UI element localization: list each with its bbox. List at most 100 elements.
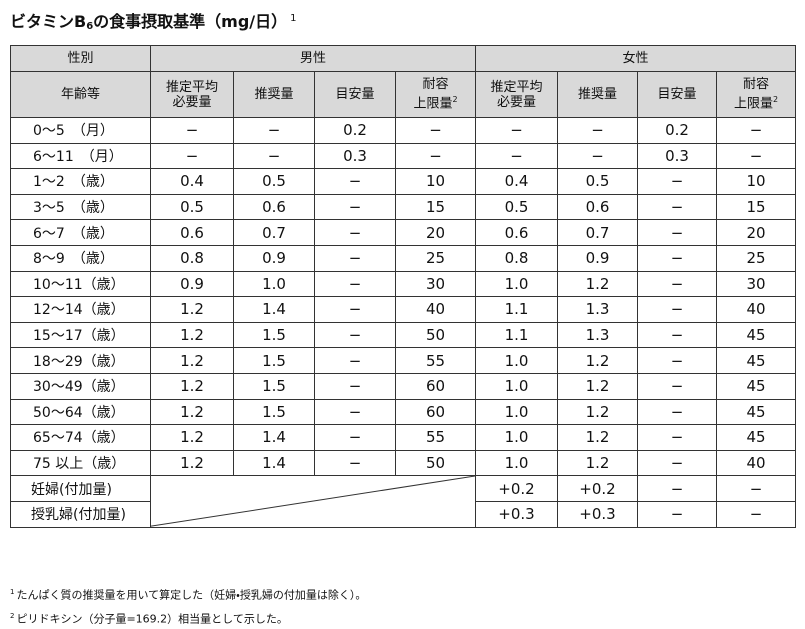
value-cell: 1.0	[475, 347, 559, 374]
header-cell: 男性	[149, 45, 477, 72]
value-cell: −	[637, 475, 718, 502]
value-cell: −	[233, 117, 315, 144]
table-body: 性別 男性 女性 年齢等 推定平均 必要量 推奨量 目安量 耐容 上限量2 推定平均 必要量 推奨量 目安…	[10, 45, 797, 528]
value-cell: 0.9	[557, 244, 639, 272]
age-label: 50～64（歳）	[10, 398, 151, 426]
column-header: 耐容 上限量2	[716, 71, 797, 118]
data-row: 75 以上（歳） 1.2 1.4−50 1.0 1.2−40	[10, 449, 797, 477]
value-cell: 0.5	[150, 193, 234, 221]
data-row: 65～74（歳） 1.2 1.4−55 1.0 1.2−45	[10, 424, 797, 451]
title-rest: の食事摂取基準（mg/日）	[93, 12, 288, 31]
header-row: 年齢等 推定平均 必要量 推奨量 目安量 耐容 上限量2 推定平均 必要量 推奨量 目安量 耐容 上限量…	[10, 71, 797, 118]
value-cell: 45	[716, 424, 797, 451]
column-header: 推奨量	[557, 71, 639, 118]
footnote: 2 ピリドキシン（分子量=169.2）相当量として示した。	[10, 606, 366, 629]
value-cell: 0.6	[557, 193, 639, 221]
value-cell: −	[314, 321, 396, 349]
header-cell: 年齢等	[10, 71, 151, 118]
value-cell: −	[637, 347, 718, 374]
value-cell: 15	[716, 193, 797, 221]
data-row: 1～2 （歳） 0.4 0.5−10 0.4 0.5−10	[10, 168, 797, 195]
column-header-line: 推定平均	[165, 79, 218, 95]
value-cell: −	[233, 142, 315, 170]
value-cell: 1.2	[150, 372, 234, 400]
column-header-line: 上限量	[413, 96, 453, 112]
data-row: 15～17（歳） 1.2 1.5−50 1.1 1.3−45	[10, 321, 797, 349]
value-cell: 45	[716, 372, 797, 400]
value-cell: −	[150, 117, 234, 144]
age-label: 30～49（歳）	[10, 372, 151, 400]
footnotes: 1 たんぱく質の推奨量を用いて算定した（妊婦・授乳婦の付加量は除く）。 2 ピリドキシ…	[10, 582, 366, 629]
value-cell: −	[475, 117, 559, 144]
value-cell: 40	[716, 449, 797, 477]
value-cell: 0.3	[637, 142, 718, 170]
age-label: 15～17（歳）	[10, 321, 151, 349]
value-cell: 1.2	[150, 296, 234, 323]
column-header-line: 推定平均	[490, 79, 543, 95]
value-cell: −	[314, 219, 396, 246]
column-header-line: 推奨量	[578, 87, 618, 102]
age-label: 0～5 （月）	[10, 117, 151, 144]
column-header-line: 推奨量	[254, 87, 294, 102]
value-cell: 0.5	[233, 168, 315, 195]
value-cell: −	[150, 142, 234, 170]
value-cell: 45	[716, 398, 797, 426]
value-cell: 50	[394, 321, 477, 349]
data-row: 50～64（歳） 1.2 1.5−60 1.0 1.2−45	[10, 398, 797, 426]
value-cell: 1.2	[150, 347, 234, 374]
value-cell: 40	[716, 296, 797, 323]
value-cell: 0.2	[314, 117, 396, 144]
value-cell: −	[716, 500, 797, 528]
title: ビタミンB6の食事摂取基準（mg/日） 1	[10, 8, 297, 32]
value-cell: −	[314, 424, 396, 451]
value-cell: −	[314, 168, 396, 195]
value-cell: 1.5	[233, 347, 315, 374]
value-cell: 30	[394, 270, 477, 298]
value-cell: +0.3	[557, 500, 639, 528]
age-label: 12～14（歳）	[10, 296, 151, 323]
value-cell: −	[637, 398, 718, 426]
value-cell: −	[637, 296, 718, 323]
column-header-line: 上限量	[733, 96, 773, 112]
data-row: 30～49（歳） 1.2 1.5−60 1.0 1.2−45	[10, 372, 797, 400]
value-cell: −	[637, 270, 718, 298]
value-cell: −	[557, 142, 639, 170]
value-cell: 1.2	[557, 270, 639, 298]
value-cell: 0.7	[557, 219, 639, 246]
value-cell: 1.0	[475, 424, 559, 451]
value-cell: 40	[394, 296, 477, 323]
value-cell: 0.4	[475, 168, 559, 195]
value-cell: +0.2	[557, 475, 639, 502]
intake-table: 性別 男性 女性 年齢等 推定平均 必要量 推奨量 目安量 耐容 上限量2 推定平均 必要量 推奨量 目安…	[10, 45, 797, 528]
value-cell: 55	[394, 424, 477, 451]
value-cell: 15	[394, 193, 477, 221]
age-label: 65～74（歳）	[10, 424, 151, 451]
value-cell: 1.2	[150, 398, 234, 426]
age-label: 18～29（歳）	[10, 347, 151, 374]
value-cell: 1.0	[475, 449, 559, 477]
value-cell: 1.5	[233, 398, 315, 426]
column-header: 推定平均 必要量	[150, 71, 234, 118]
value-cell: −	[637, 193, 718, 221]
addition-label: 授乳婦(付加量)	[10, 500, 151, 528]
value-cell: −	[637, 372, 718, 400]
age-label: 75 以上（歳）	[10, 449, 151, 477]
value-cell: −	[394, 117, 477, 144]
value-cell: 1.5	[233, 321, 315, 349]
column-header: 推奨量	[233, 71, 315, 118]
column-header-line: 必要量	[497, 94, 537, 110]
value-cell: 20	[394, 219, 477, 246]
column-header-line: 目安量	[335, 87, 375, 102]
value-cell: 0.3	[314, 142, 396, 170]
data-row: 18～29（歳） 1.2 1.5−55 1.0 1.2−45	[10, 347, 797, 374]
value-cell: 1.0	[475, 372, 559, 400]
value-cell: −	[314, 347, 396, 374]
value-cell: 25	[394, 244, 477, 272]
value-cell: 1.3	[557, 296, 639, 323]
value-cell: 1.5	[233, 372, 315, 400]
value-cell: −	[314, 270, 396, 298]
value-cell: 10	[394, 168, 477, 195]
value-cell: 45	[716, 347, 797, 374]
value-cell: 1.2	[557, 449, 639, 477]
